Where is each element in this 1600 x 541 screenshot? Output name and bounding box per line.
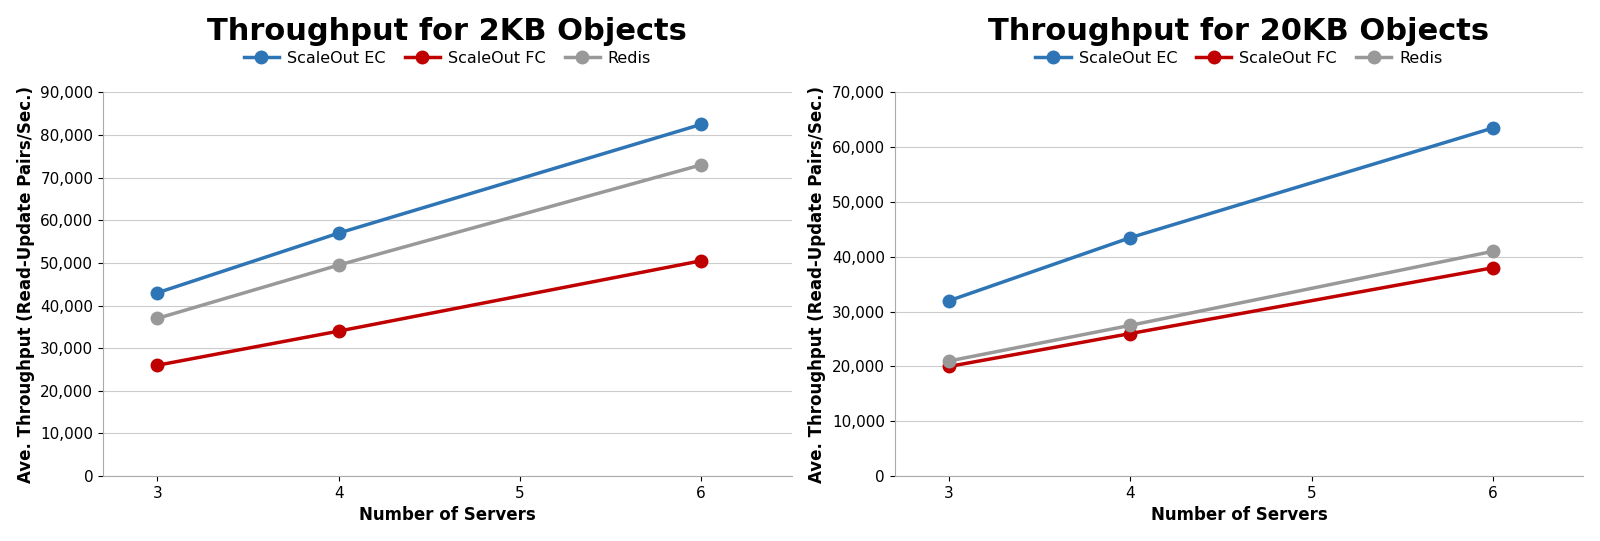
Redis — [147, 315, 166, 321]
Line: ScaleOut FC: ScaleOut FC — [150, 255, 707, 372]
Redis — [691, 162, 710, 168]
ScaleOut FC — [939, 363, 958, 370]
Y-axis label: Ave. Throughput (Read-Update Pairs/Sec.): Ave. Throughput (Read-Update Pairs/Sec.) — [808, 86, 826, 483]
ScaleOut FC — [330, 328, 349, 334]
Title: Throughput for 20KB Objects: Throughput for 20KB Objects — [989, 17, 1490, 45]
Redis — [1120, 322, 1139, 328]
ScaleOut EC — [691, 121, 710, 128]
ScaleOut EC — [147, 289, 166, 296]
ScaleOut EC — [1120, 234, 1139, 241]
ScaleOut EC — [939, 298, 958, 304]
Line: ScaleOut EC: ScaleOut EC — [942, 122, 1499, 307]
Line: Redis: Redis — [942, 245, 1499, 367]
X-axis label: Number of Servers: Number of Servers — [1150, 506, 1328, 524]
X-axis label: Number of Servers: Number of Servers — [358, 506, 536, 524]
Legend: ScaleOut EC, ScaleOut FC, Redis: ScaleOut EC, ScaleOut FC, Redis — [1035, 50, 1443, 65]
Title: Throughput for 2KB Objects: Throughput for 2KB Objects — [208, 17, 688, 45]
Y-axis label: Ave. Throughput (Read-Update Pairs/Sec.): Ave. Throughput (Read-Update Pairs/Sec.) — [16, 86, 35, 483]
ScaleOut FC — [1120, 331, 1139, 337]
Redis — [939, 358, 958, 364]
Line: ScaleOut EC: ScaleOut EC — [150, 118, 707, 299]
ScaleOut FC — [691, 258, 710, 264]
Legend: ScaleOut EC, ScaleOut FC, Redis: ScaleOut EC, ScaleOut FC, Redis — [243, 50, 651, 65]
Redis — [1483, 248, 1502, 255]
Redis — [330, 262, 349, 268]
Line: Redis: Redis — [150, 159, 707, 325]
ScaleOut FC — [1483, 265, 1502, 271]
Line: ScaleOut FC: ScaleOut FC — [942, 261, 1499, 373]
ScaleOut EC — [1483, 125, 1502, 131]
ScaleOut EC — [330, 230, 349, 236]
ScaleOut FC — [147, 362, 166, 368]
